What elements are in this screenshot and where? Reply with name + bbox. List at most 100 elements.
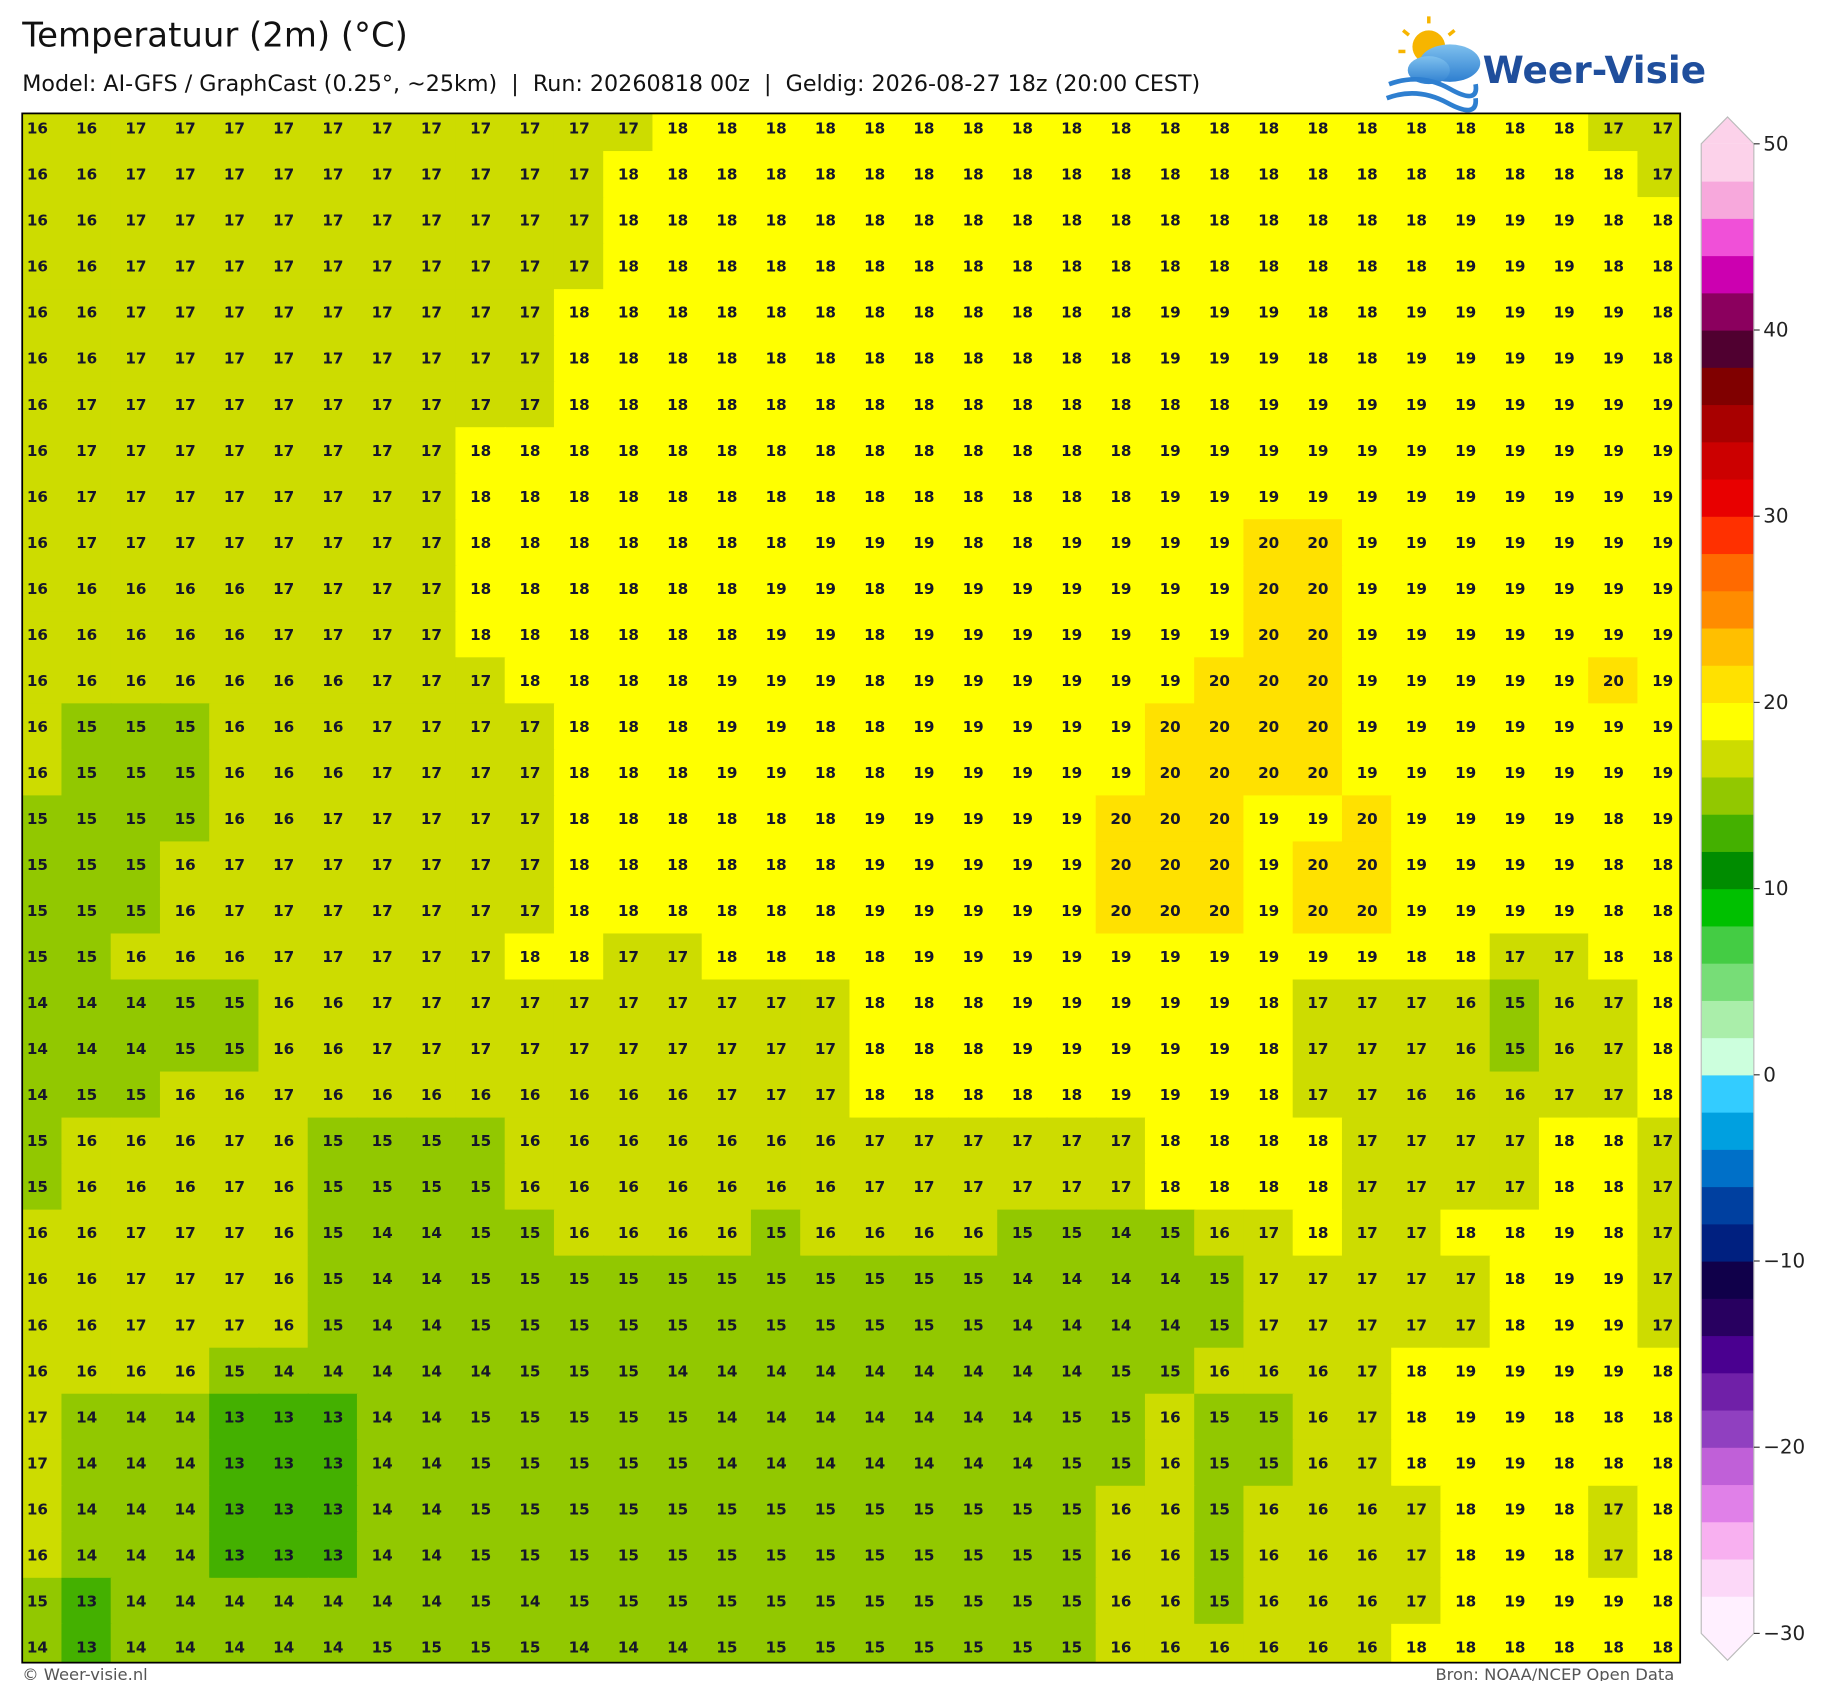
- temperature-label: 14: [372, 1592, 393, 1610]
- temperature-label: 15: [519, 1500, 540, 1518]
- temperature-cell: [1243, 473, 1294, 521]
- temperature-cell: [110, 197, 162, 245]
- temperature-label: 13: [273, 1546, 294, 1564]
- temperature-label: 17: [1652, 1316, 1673, 1334]
- temperature-label: 18: [963, 994, 984, 1012]
- temperature-cell: [1637, 1209, 1681, 1257]
- colorbar-band: [1701, 1298, 1754, 1337]
- temperature-cell: [1489, 427, 1541, 475]
- temperature-cell: [504, 933, 556, 981]
- temperature-cell: [258, 611, 309, 659]
- temperature-cell: [1144, 703, 1196, 751]
- temperature-label: 14: [273, 1362, 294, 1380]
- temperature-label: 18: [1160, 120, 1181, 138]
- temperature-label: 17: [1406, 1132, 1427, 1150]
- temperature-cell: [652, 703, 703, 751]
- temperature-label: 19: [1012, 810, 1033, 828]
- temperature-label: 17: [224, 856, 245, 874]
- temperature-label: 18: [1504, 1224, 1525, 1242]
- temperature-cell: [800, 519, 851, 567]
- temperature-label: 17: [421, 994, 442, 1012]
- temperature-cell: [1440, 1209, 1491, 1257]
- temperature-cell: [209, 197, 260, 245]
- temperature-label: 17: [815, 1086, 836, 1104]
- temperature-cell: [947, 1117, 999, 1165]
- temperature-label: 18: [470, 626, 491, 644]
- temperature-label: 15: [569, 1592, 590, 1610]
- temperature-label: 19: [1406, 396, 1427, 414]
- temperature-label: 16: [273, 1224, 294, 1242]
- temperature-label: 18: [667, 396, 688, 414]
- temperature-label: 14: [864, 1408, 885, 1426]
- temperature-label: 15: [766, 1638, 787, 1656]
- temperature-label: 19: [1061, 626, 1082, 644]
- temperature-label: 16: [27, 488, 48, 506]
- temperature-label: 18: [1652, 1638, 1673, 1656]
- temperature-cell: [406, 1255, 457, 1303]
- temperature-label: 18: [716, 350, 737, 368]
- temperature-label: 19: [1406, 764, 1427, 782]
- temperature-label: 17: [421, 350, 442, 368]
- temperature-label: 19: [1603, 626, 1624, 644]
- temperature-cell: [701, 473, 753, 521]
- colorbar-tick-label: 40: [1763, 319, 1788, 342]
- temperature-label: 15: [913, 1316, 934, 1334]
- temperature-label: 16: [175, 856, 196, 874]
- temperature-cell: [307, 887, 359, 935]
- temperature-cell: [455, 243, 506, 291]
- temperature-label: 17: [421, 902, 442, 920]
- temperature-label: 14: [913, 1362, 934, 1380]
- temperature-cell: [1440, 933, 1491, 981]
- temperature-label: 20: [1307, 856, 1328, 874]
- temperature-cell: [849, 1163, 900, 1211]
- temperature-cell: [553, 933, 605, 981]
- temperature-label: 14: [322, 1638, 343, 1656]
- temperature-label: 17: [1652, 1270, 1673, 1288]
- temperature-label: 14: [421, 1546, 442, 1564]
- temperature-label: 17: [125, 1270, 146, 1288]
- temperature-label: 15: [27, 948, 48, 966]
- temperature-label: 18: [1603, 1132, 1624, 1150]
- colorbar-band: [1701, 888, 1754, 927]
- temperature-cell: [1046, 657, 1097, 705]
- temperature-cell: [553, 565, 605, 613]
- temperature-cell: [22, 473, 63, 521]
- temperature-cell: [455, 611, 506, 659]
- temperature-label: 15: [1258, 1408, 1279, 1426]
- temperature-cell: [849, 611, 900, 659]
- temperature-cell: [406, 113, 457, 153]
- temperature-cell: [406, 1071, 457, 1119]
- temperature-cell: [209, 427, 260, 475]
- temperature-label: 19: [1603, 442, 1624, 460]
- temperature-cell: [750, 197, 802, 245]
- temperature-label: 17: [224, 396, 245, 414]
- colorbar-band: [1701, 1558, 1754, 1597]
- temperature-label: 15: [1209, 1270, 1230, 1288]
- temperature-cell: [1391, 197, 1442, 245]
- temperature-label: 19: [1603, 488, 1624, 506]
- temperature-cell: [1046, 289, 1097, 337]
- temperature-label: 18: [1455, 1638, 1476, 1656]
- temperature-label: 19: [1554, 1362, 1575, 1380]
- temperature-label: 19: [963, 902, 984, 920]
- temperature-label: 16: [224, 672, 245, 690]
- temperature-label: 18: [963, 212, 984, 230]
- temperature-label: 14: [125, 1592, 146, 1610]
- temperature-cell: [307, 335, 359, 383]
- temperature-label: 15: [1504, 994, 1525, 1012]
- temperature-cell: [603, 519, 654, 567]
- temperature-label: 18: [1603, 948, 1624, 966]
- temperature-label: 18: [963, 304, 984, 322]
- temperature-label: 16: [175, 948, 196, 966]
- temperature-cell: [258, 1025, 309, 1073]
- temperature-cell: [1637, 749, 1681, 797]
- temperature-label: 18: [815, 764, 836, 782]
- temperature-cell: [849, 1071, 900, 1119]
- temperature-label: 20: [1258, 534, 1279, 552]
- temperature-cell: [1637, 795, 1681, 843]
- temperature-label: 19: [1406, 534, 1427, 552]
- temperature-cell: [701, 657, 753, 705]
- temperature-label: 14: [175, 1546, 196, 1564]
- temperature-label: 17: [175, 1224, 196, 1242]
- temperature-label: 19: [1160, 994, 1181, 1012]
